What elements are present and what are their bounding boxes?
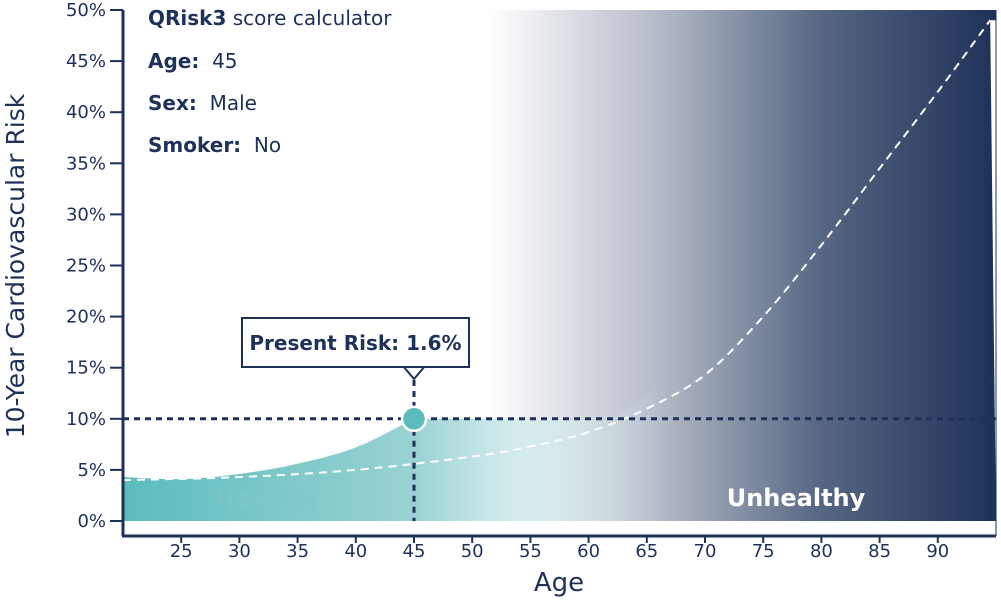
unhealthy-zone <box>123 10 996 521</box>
y-tick-label: 50% <box>66 0 106 21</box>
x-tick-label: 60 <box>577 541 600 562</box>
y-tick-label: 0% <box>77 511 106 532</box>
x-tick-label: 25 <box>170 541 193 562</box>
x-tick-label: 30 <box>228 541 251 562</box>
healthy-zone-label: Healthy <box>215 484 320 512</box>
calculator-title-bold: QRisk3 <box>148 6 227 30</box>
x-tick-label: 80 <box>810 541 833 562</box>
healthy-zone <box>123 316 764 521</box>
y-tick-label: 10% <box>66 409 106 430</box>
y-tick-label: 45% <box>66 51 106 72</box>
y-tick-label: 30% <box>66 204 106 225</box>
sex-label: Sex: <box>148 91 197 115</box>
lower-region <box>123 20 996 521</box>
sex-value: Male <box>209 91 257 115</box>
smoker-line: Smoker: No <box>148 133 281 157</box>
typical-risk-curve <box>123 19 991 482</box>
y-tick-label: 15% <box>66 358 106 379</box>
smoker-value: No <box>253 133 282 157</box>
x-tick-label: 65 <box>635 541 658 562</box>
y-tick-label: 20% <box>66 307 106 328</box>
unhealthy-zone-label: Unhealthy <box>727 484 866 512</box>
y-tick-label: 40% <box>66 102 106 123</box>
x-tick-label: 45 <box>403 541 426 562</box>
x-tick-label: 55 <box>519 541 542 562</box>
age-value: 45 <box>212 49 238 73</box>
calculator-title: QRisk3 score calculator <box>148 6 391 30</box>
present-risk-callout: Present Risk: 1.6% <box>241 317 470 368</box>
x-tick-label: 70 <box>694 541 717 562</box>
x-tick-label: 90 <box>926 541 949 562</box>
x-tick-label: 85 <box>868 541 891 562</box>
x-tick-label: 50 <box>461 541 484 562</box>
smoker-label: Smoker: <box>148 133 242 157</box>
x-tick-label: 35 <box>286 541 309 562</box>
y-tick-label: 25% <box>66 256 106 277</box>
age-label: Age: <box>148 49 200 73</box>
calculator-title-rest: score calculator <box>226 6 392 30</box>
present-risk-text: Present Risk: 1.6% <box>249 330 462 355</box>
x-tick-label: 40 <box>344 541 367 562</box>
age-line: Age: 45 <box>148 49 238 73</box>
y-tick-label: 5% <box>77 460 106 481</box>
x-axis-title: Age <box>534 568 584 598</box>
y-axis-title: 10-Year Cardiovascular Risk <box>1 93 30 438</box>
y-tick-label: 35% <box>66 153 106 174</box>
present-risk-marker <box>400 405 428 433</box>
sex-line: Sex: Male <box>148 91 257 115</box>
x-tick-label: 75 <box>752 541 775 562</box>
